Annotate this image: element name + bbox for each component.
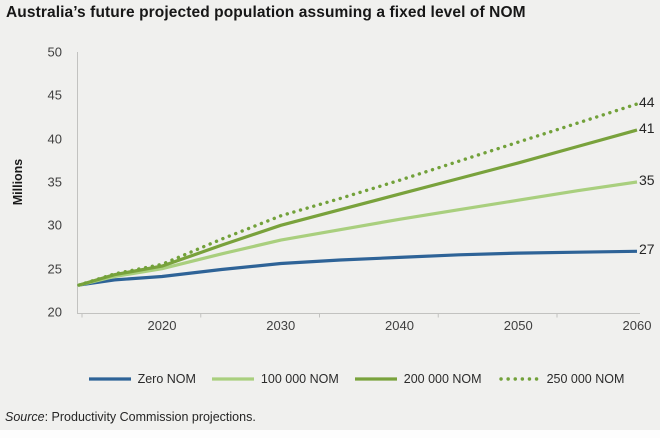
source-label: Source — [5, 410, 45, 424]
y-tick-label-35: 35 — [47, 174, 62, 190]
series-line-250-000-nom — [77, 102, 639, 287]
end-label-250-000-nom: 44 — [639, 94, 655, 110]
source-text: : Productivity Commission projections. — [44, 410, 256, 424]
chart-title: Australia’s future projected population … — [6, 4, 526, 21]
end-label-200-000-nom: 41 — [639, 120, 655, 136]
legend-item-250-000-nom: 250 000 NOM — [497, 372, 625, 386]
y-tick-label-45: 45 — [47, 87, 62, 103]
x-axis-line — [77, 313, 640, 314]
end-label-100-000-nom: 35 — [639, 172, 655, 188]
legend-item-200-000-nom: 200 000 NOM — [354, 372, 482, 386]
y-tick-label-50: 50 — [47, 44, 62, 60]
x-tick-label-2050: 2050 — [503, 318, 533, 333]
series-line-200-000-nom — [78, 128, 638, 287]
legend-line-swatch-100-000-nom — [211, 377, 254, 381]
legend-label-zero-nom: Zero NOM — [137, 372, 196, 386]
end-label-zero-nom: 27 — [639, 241, 655, 258]
x-tick-label-2030: 2030 — [266, 318, 296, 333]
legend-line-swatch-zero-nom — [88, 377, 131, 381]
legend-label-250-000-nom: 250 000 NOM — [546, 372, 625, 386]
y-axis-line — [77, 52, 78, 313]
source-note: Source: Productivity Commission projecti… — [5, 410, 256, 424]
legend-label-200-000-nom: 200 000 NOM — [403, 372, 482, 386]
bottom-strip — [0, 430, 660, 438]
legend-item-100-000-nom: 100 000 NOM — [211, 372, 339, 386]
x-tick-label-2020: 2020 — [147, 318, 177, 333]
legend-line-swatch-200-000-nom — [354, 377, 397, 381]
series-line-100-000-nom — [78, 180, 638, 287]
legend: Zero NOM 100 000 NOM 200 000 NOM 250 000 NO… — [0, 369, 660, 389]
legend-label-100-000-nom: 100 000 NOM — [260, 372, 339, 386]
y-tick-label-30: 30 — [47, 217, 62, 233]
x-tick-label-2060: 2060 — [622, 318, 652, 333]
series-line-zero-nom — [78, 249, 638, 287]
legend-item-zero-nom: Zero NOM — [88, 372, 196, 386]
y-tick-label-40: 40 — [47, 131, 62, 147]
y-tick-label-20: 20 — [47, 304, 62, 320]
y-tick-label-25: 25 — [47, 261, 62, 277]
x-tick-label-2040: 2040 — [385, 318, 414, 333]
legend-line-swatch-250-000-nom — [498, 377, 540, 381]
